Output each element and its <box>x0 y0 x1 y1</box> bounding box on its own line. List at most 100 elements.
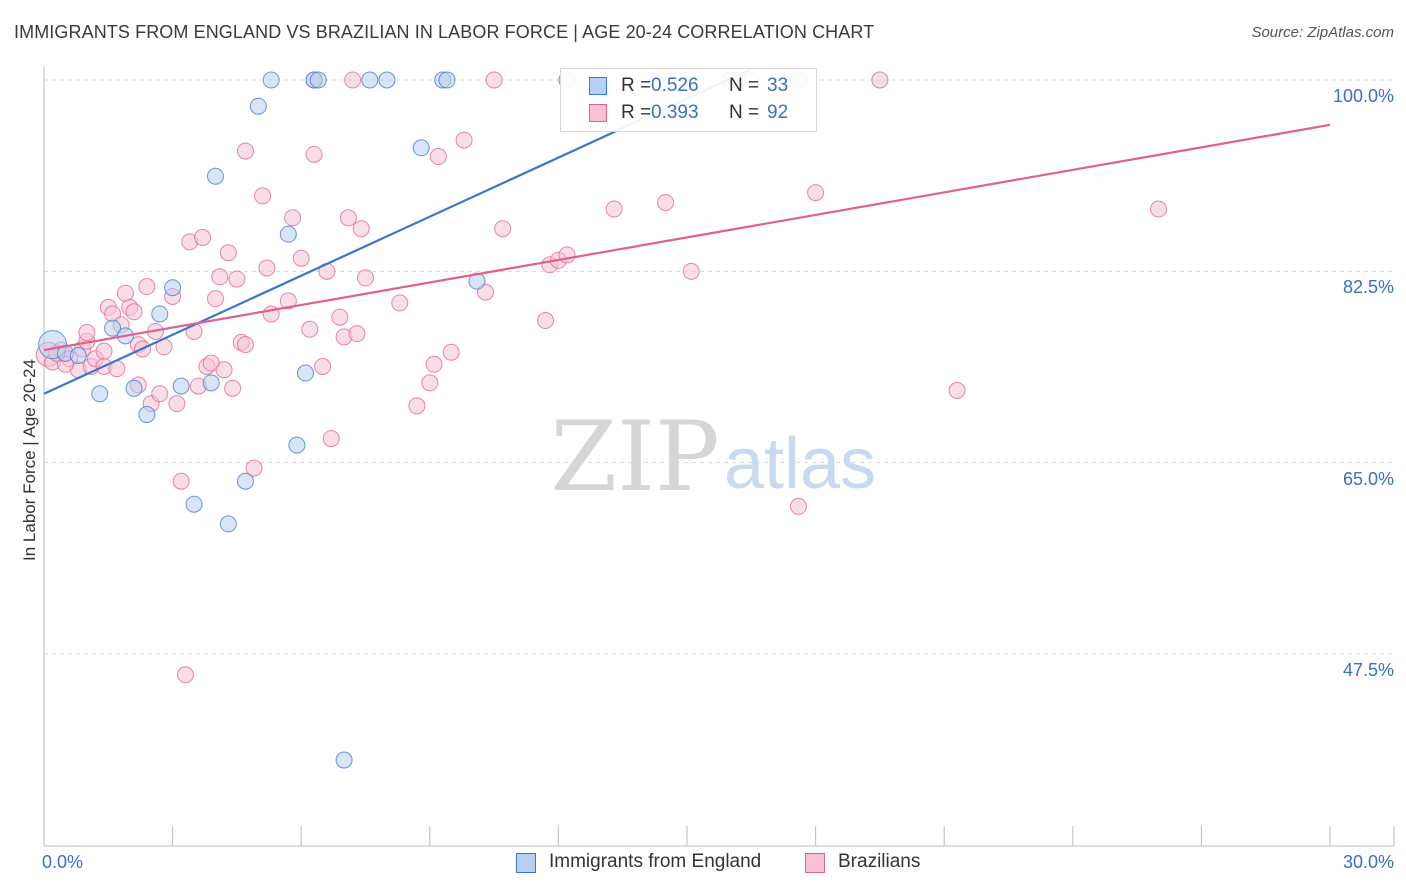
brazilians-point <box>605 200 623 218</box>
y-tick-label: 47.5% <box>1342 660 1394 680</box>
brazilians-point <box>125 303 143 321</box>
brazilians-point <box>151 385 169 403</box>
brazilians-point <box>245 459 263 477</box>
brazilians-point <box>871 71 889 89</box>
brazilians-point <box>421 374 439 392</box>
brazilians-point <box>348 325 366 343</box>
england-point <box>125 379 143 397</box>
brazilians-point <box>292 249 310 267</box>
brazilians-point <box>194 228 212 246</box>
england-point <box>262 71 280 89</box>
brazilians-point <box>352 220 370 238</box>
chart-title: IMMIGRANTS FROM ENGLAND VS BRAZILIAN IN … <box>14 22 875 42</box>
brazilians-point <box>224 379 242 397</box>
england-point <box>104 319 122 337</box>
brazilians-point <box>206 290 224 308</box>
brazilians-point <box>258 259 276 277</box>
england-point <box>249 97 267 115</box>
brazilians-point <box>455 131 473 149</box>
brazilians-point <box>305 145 323 163</box>
legend-n-value: 92 <box>767 102 789 123</box>
y-tick-label: 82.5% <box>1342 277 1394 298</box>
brazilians-point <box>391 294 409 312</box>
england-point <box>361 71 379 89</box>
brazilians-point <box>657 193 675 211</box>
brazilians-point <box>494 220 512 238</box>
england-point <box>279 225 297 243</box>
england-point <box>91 385 109 403</box>
england-point <box>185 495 203 513</box>
legend-n-label: N = <box>729 75 760 96</box>
axes <box>43 66 1395 847</box>
legend-r-value: 0.526 <box>651 75 699 96</box>
brazilians-point <box>331 308 349 326</box>
legend-n-value: 33 <box>767 75 789 96</box>
brazilians-point <box>215 361 233 379</box>
brazilians-points <box>35 71 1168 684</box>
brazilians-point <box>357 269 374 287</box>
watermark-atlas: atlas <box>724 424 876 504</box>
brazilians-point <box>322 430 340 448</box>
england-point <box>309 71 327 89</box>
england-point <box>335 751 353 769</box>
brazilians-point <box>228 270 246 288</box>
brazilians-point <box>1150 200 1168 218</box>
brazilians-point <box>211 268 229 286</box>
england-point <box>138 406 156 424</box>
brazilians-point <box>789 497 807 515</box>
england-swatch <box>516 853 536 873</box>
brazilians-point <box>485 71 503 89</box>
brazilians-point <box>314 357 332 375</box>
x-tick-label-min: 0.0% <box>42 852 84 872</box>
england-swatch <box>589 77 607 95</box>
england-point <box>202 374 220 392</box>
england-point <box>151 305 169 323</box>
brazilians-point <box>284 209 302 227</box>
brazilians-point <box>344 71 362 89</box>
brazilians-point <box>172 472 190 490</box>
brazilians-point <box>219 244 237 262</box>
legend-r-label: R = <box>621 102 652 123</box>
england-point <box>219 515 237 533</box>
brazilians-point <box>339 209 357 227</box>
brazilians-point <box>807 184 825 202</box>
brazilians-point <box>948 382 966 400</box>
brazilians-point <box>279 292 297 310</box>
legend-label-brazilians: Brazilians <box>838 851 921 872</box>
watermark-zip: ZIP <box>550 401 719 513</box>
legend-label-england: Immigrants from England <box>549 851 762 872</box>
england-point <box>378 71 396 89</box>
brazilians-point <box>425 355 443 373</box>
brazilians-point <box>138 278 156 296</box>
brazilians-point <box>429 148 447 166</box>
legend-r-label: R = <box>621 75 652 96</box>
brazilians-point <box>236 336 254 354</box>
legend-n-label: N = <box>729 102 760 123</box>
y-tick-label: 65.0% <box>1342 468 1394 489</box>
england-point <box>288 436 306 454</box>
england-point <box>412 139 430 157</box>
brazilians-point <box>442 343 460 361</box>
y-axis-label: In Labor Force | Age 20-24 <box>20 359 39 561</box>
brazilians-point <box>236 142 254 160</box>
brazilians-point <box>682 262 700 280</box>
legend-r-value: 0.393 <box>651 102 699 123</box>
brazilians-point <box>254 187 272 205</box>
stats-legend: R = 0.526 N = 33 R = 0.393 N = 92 <box>560 68 817 132</box>
brazilians-point <box>537 312 555 330</box>
england-point <box>438 71 456 89</box>
brazilians-swatch <box>589 104 607 122</box>
brazilians-point <box>116 284 134 302</box>
y-tick-label: 100.0% <box>1332 86 1394 106</box>
brazilians-point <box>95 342 113 360</box>
gridlines <box>44 79 1394 655</box>
england-point <box>69 347 87 365</box>
source-credit: Source: ZipAtlas.com <box>1251 24 1394 41</box>
brazilians-swatch <box>805 853 825 873</box>
x-tick-label-max: 30.0% <box>1342 852 1394 872</box>
england-point <box>296 364 314 382</box>
brazilians-point <box>408 397 426 415</box>
brazilians-point <box>78 324 96 342</box>
england-point <box>164 279 182 297</box>
